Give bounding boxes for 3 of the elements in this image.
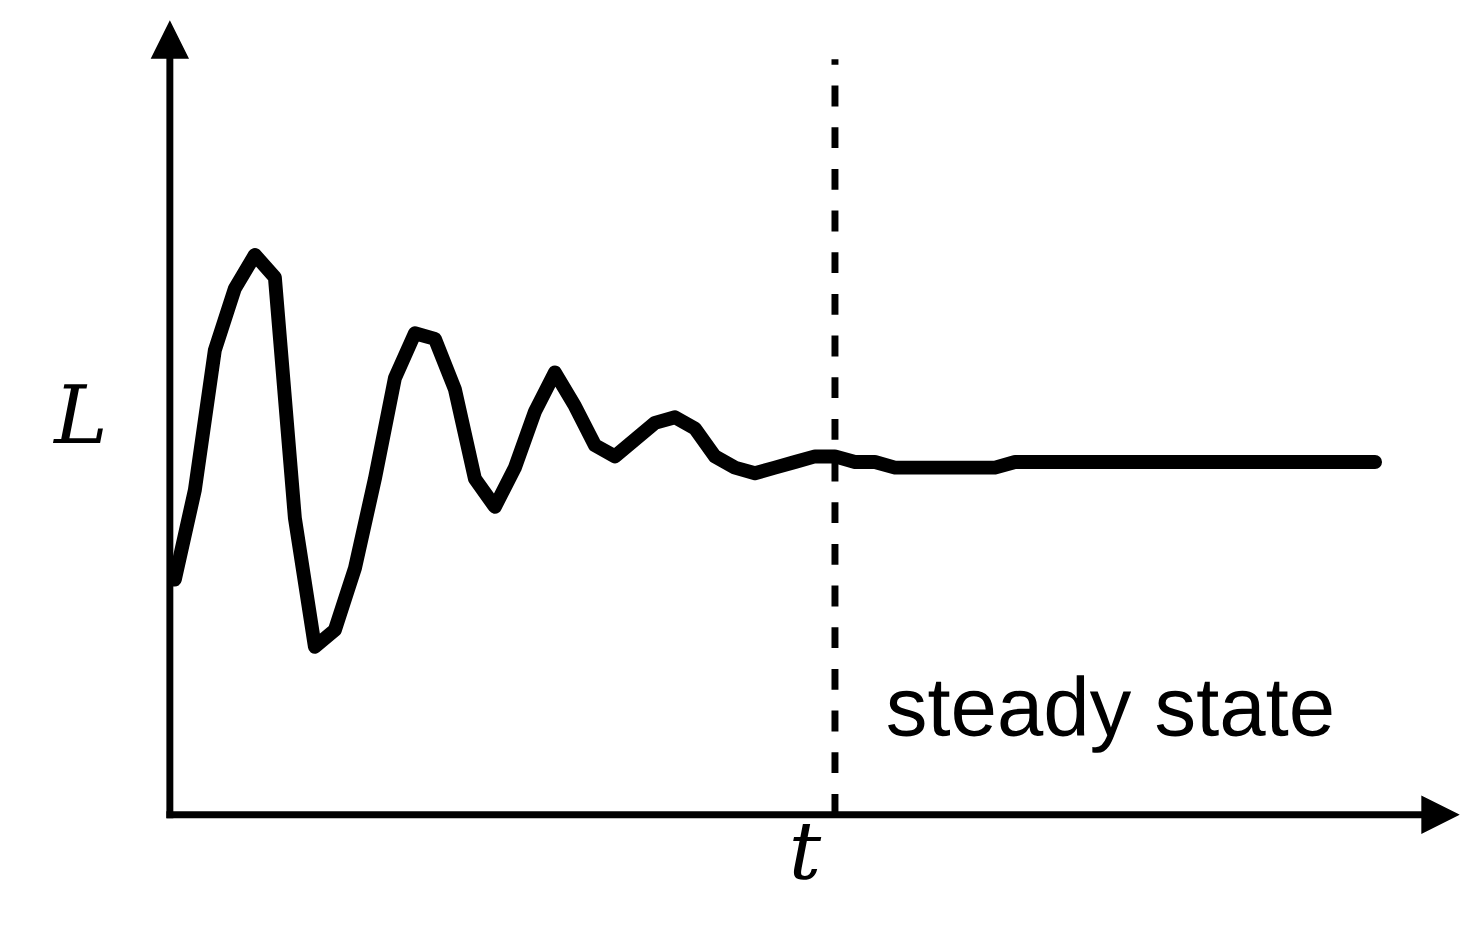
annotation: steady state	[888, 675, 1332, 753]
y-axis-title: L	[52, 384, 103, 444]
x-axis-title: t	[793, 823, 822, 880]
